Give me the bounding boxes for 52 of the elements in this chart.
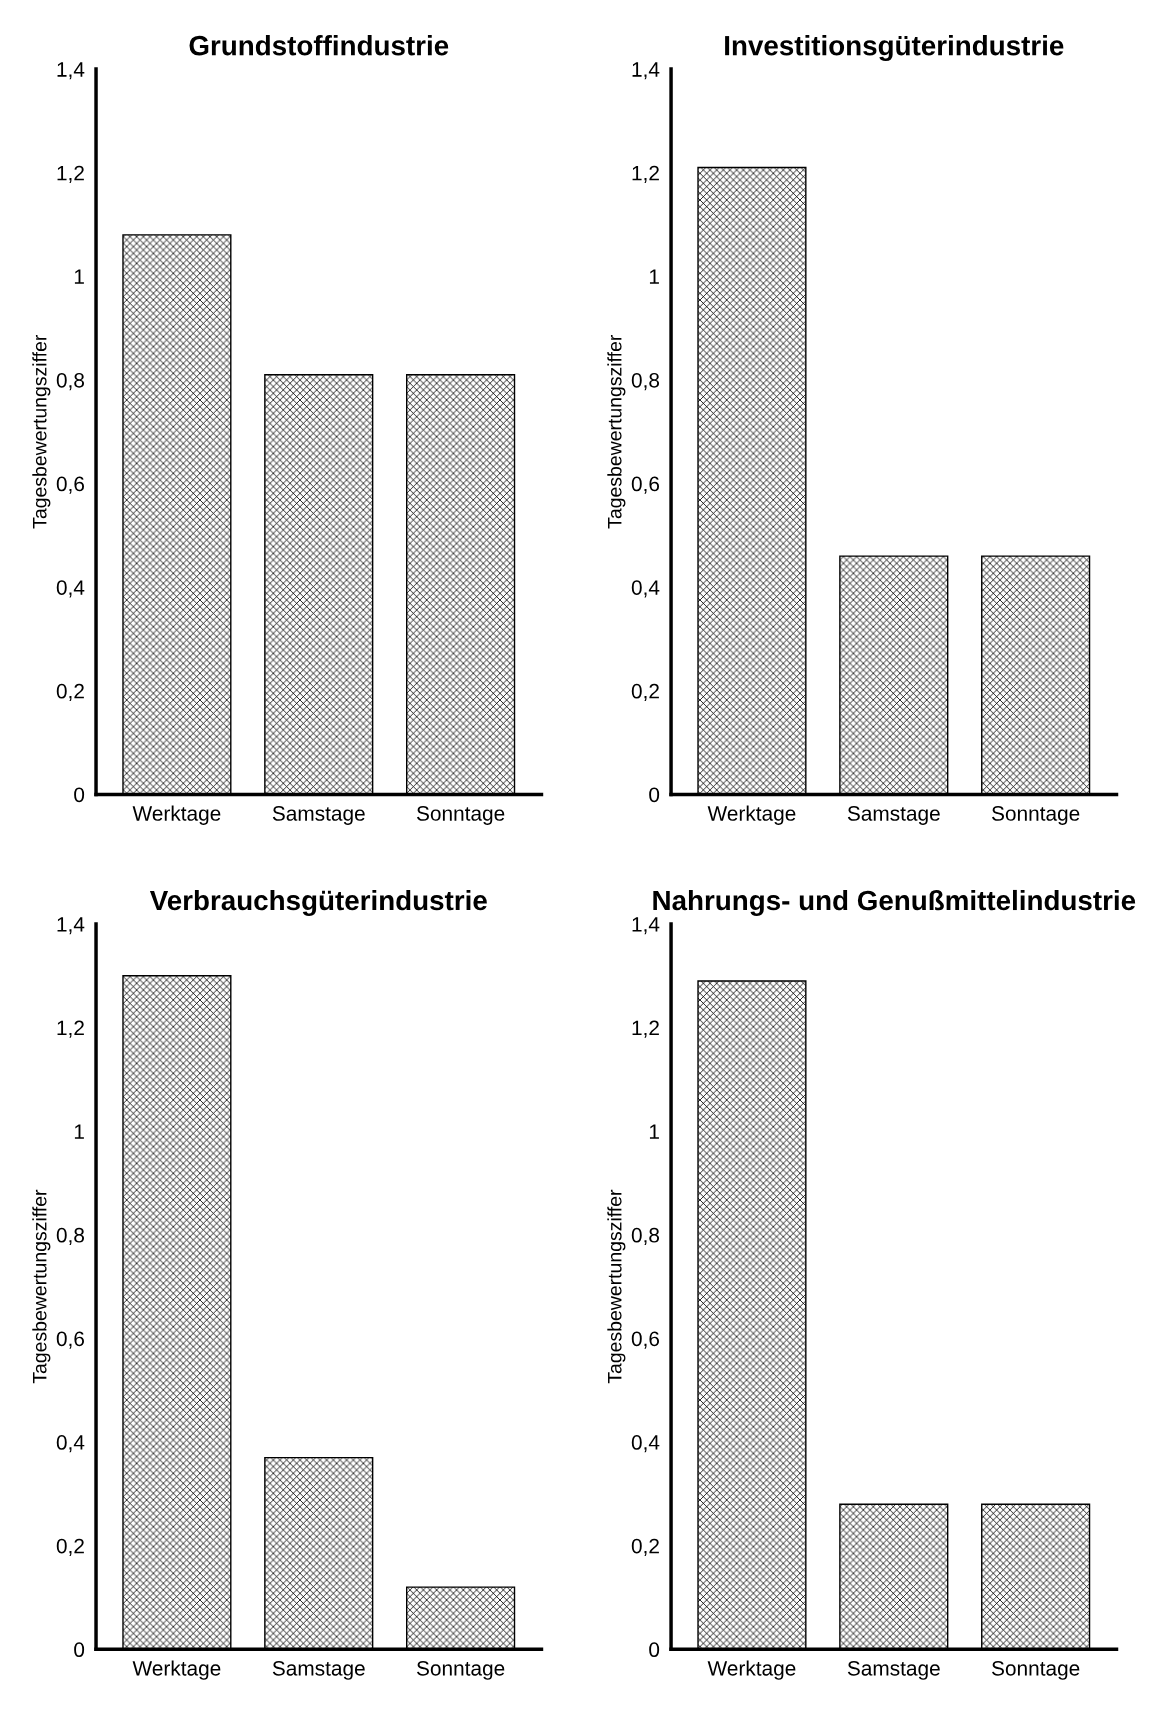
x-tick-label: Samstage	[847, 1660, 940, 1680]
x-tick-label: Werktage	[707, 1660, 796, 1680]
x-tick-label: Werktage	[707, 805, 796, 825]
y-tick-label: 0	[649, 787, 660, 803]
y-tick-label: 0,4	[631, 580, 660, 598]
y-tick-label: 1	[74, 1124, 84, 1139]
y-tick-label: 0,4	[56, 580, 85, 598]
y-tick-label: 1,2	[632, 165, 659, 183]
y-tick-label: 0,4	[56, 1435, 85, 1453]
y-tick-label: 1	[74, 269, 84, 284]
y-tick-label: 1	[649, 269, 659, 284]
y-tick-label: 0,8	[56, 372, 85, 391]
x-tick-label: Werktage	[132, 1660, 221, 1680]
y-tick-label: 1,4	[632, 917, 660, 935]
y-tick-label: 0	[74, 1642, 85, 1658]
chart-title: Nahrungs- und Genußmittelindustrie	[653, 889, 1136, 916]
x-tick-label: Sonntage	[416, 1660, 505, 1680]
x-tick-label: Sonntage	[991, 806, 1080, 825]
y-tick-label: 0,2	[631, 683, 659, 702]
y-tick-label: 1,4	[57, 917, 85, 935]
y-tick-label: 0,4	[631, 1435, 660, 1453]
y-tick-label: 0,8	[631, 1227, 660, 1246]
y-axis-title: Tagesbewertungsziffer	[32, 1189, 51, 1384]
y-tick-label: 1	[649, 1124, 659, 1139]
x-tick-label: Samstage	[272, 806, 365, 825]
y-tick-label: 0,6	[631, 1331, 660, 1349]
x-tick-label: Samstage	[272, 1660, 365, 1680]
y-axis-title: Tagesbewertungsziffer	[607, 334, 626, 529]
x-tick-label: Samstage	[847, 806, 940, 825]
x-tick-label: Sonntage	[991, 1660, 1080, 1680]
y-axis-title: Tagesbewertungsziffer	[32, 334, 51, 529]
y-tick-label: 0,8	[631, 372, 660, 391]
y-tick-label: 0	[74, 787, 85, 803]
chart-title: Verbrauchsgüterindustrie	[149, 889, 487, 916]
y-tick-label: 1,2	[632, 1020, 659, 1038]
y-tick-label: 0	[649, 1642, 660, 1658]
y-tick-label: 0,8	[56, 1227, 85, 1246]
y-tick-label: 0,2	[56, 683, 84, 702]
chart-title: Grundstoffindustrie	[189, 35, 449, 56]
y-tick-label: 0,6	[631, 476, 660, 494]
x-tick-label: Werktage	[132, 805, 221, 825]
y-tick-label: 0,6	[56, 1331, 85, 1349]
chart-title: Investitionsgüterindustrie	[725, 35, 1064, 62]
y-axis-title: Tagesbewertungsziffer	[607, 1189, 626, 1384]
y-tick-label: 1,4	[57, 62, 85, 80]
y-tick-label: 1,4	[632, 62, 660, 80]
y-tick-label: 0,2	[631, 1538, 659, 1556]
y-tick-label: 1,2	[57, 1020, 84, 1038]
x-tick-label: Sonntage	[416, 806, 505, 825]
y-tick-label: 0,6	[56, 476, 85, 494]
y-tick-label: 1,2	[57, 165, 84, 183]
y-tick-label: 0,2	[56, 1538, 84, 1556]
